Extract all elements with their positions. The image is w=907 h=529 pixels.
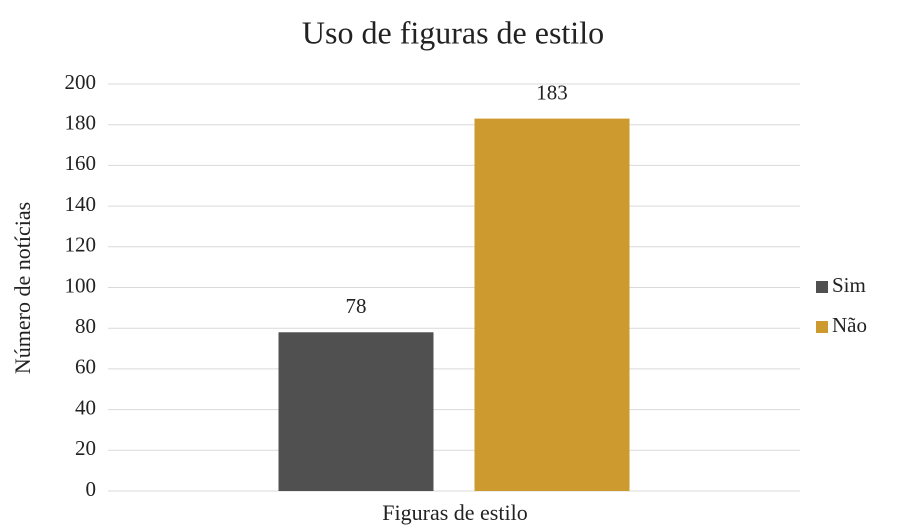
y-tick-label: 80 [75, 314, 96, 338]
y-tick-label: 20 [75, 436, 96, 460]
bar [278, 332, 434, 491]
legend-label: Sim [832, 273, 866, 297]
y-tick-label: 0 [86, 477, 97, 501]
y-tick-label: 100 [65, 273, 97, 297]
x-axis-label: Figuras de estilo [382, 500, 527, 525]
y-tick-label: 160 [65, 151, 97, 175]
legend-label: Não [832, 313, 867, 337]
y-tick-label: 40 [75, 395, 96, 419]
data-label: 183 [536, 80, 568, 104]
bar [474, 118, 630, 491]
data-label: 78 [346, 294, 367, 318]
y-tick-label: 200 [65, 70, 97, 94]
chart-title: Uso de figuras de estilo [302, 14, 604, 50]
y-tick-label: 120 [65, 233, 97, 257]
y-tick-label: 60 [75, 355, 96, 379]
legend-swatch [816, 321, 828, 333]
y-tick-label: 140 [65, 192, 97, 216]
y-tick-label: 180 [65, 111, 97, 135]
y-axis-label: Número de notícias [10, 202, 35, 374]
legend-swatch [816, 281, 828, 293]
